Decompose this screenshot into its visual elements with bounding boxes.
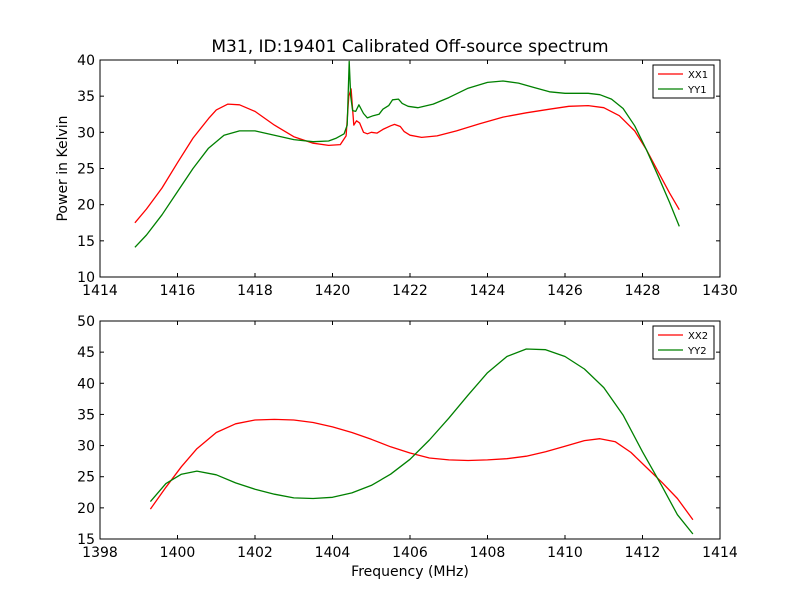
y-tick-label: 30 bbox=[77, 439, 95, 455]
x-tick-label: 1410 bbox=[547, 545, 583, 561]
x-tick-label: 1414 bbox=[82, 283, 118, 299]
series-line-yy2 bbox=[149, 348, 694, 535]
y-tick-label: 50 bbox=[77, 314, 95, 330]
x-tick-label: 1400 bbox=[160, 545, 196, 561]
subplot-1: 1414 1416 1418 1420 1422 1424 1426 1428 1430 10 15… bbox=[55, 53, 738, 299]
legend-label-xx2: XX2 bbox=[688, 331, 708, 342]
x-tick-label: 1416 bbox=[160, 283, 196, 299]
chart-title: M31, ID:19401 Calibrated Off-source spec… bbox=[211, 37, 608, 57]
y-tick-label: 40 bbox=[77, 53, 95, 69]
y-tick-label: 20 bbox=[77, 501, 95, 517]
y-tick-label: 30 bbox=[77, 125, 95, 141]
legend-frame bbox=[652, 64, 715, 99]
legend-label-xx1: XX1 bbox=[688, 70, 708, 81]
y-tick-label: 45 bbox=[77, 345, 95, 361]
x-tick-label: 1420 bbox=[315, 283, 351, 299]
x-tick-label: 1402 bbox=[237, 545, 273, 561]
y-tick-label: 20 bbox=[77, 198, 95, 214]
x-tick-label: 1422 bbox=[392, 283, 428, 299]
x-tick-label: 1408 bbox=[470, 545, 506, 561]
x-tick-label: 1404 bbox=[315, 545, 351, 561]
x-tick-label: 1428 bbox=[625, 283, 661, 299]
series-line-yy1 bbox=[134, 60, 680, 248]
y-tick-label: 40 bbox=[77, 376, 95, 392]
series-line-xx2 bbox=[149, 418, 694, 521]
y-tick-label: 25 bbox=[77, 162, 95, 178]
subplot-2: 1398 1400 1402 1404 1406 1408 1410 1412 1414 15 20… bbox=[77, 314, 738, 580]
series-line-xx1 bbox=[134, 88, 680, 224]
x-tick-label: 1398 bbox=[82, 545, 118, 561]
x-tick-label: 1418 bbox=[237, 283, 273, 299]
x-tick-label: 1412 bbox=[625, 545, 661, 561]
x-tick-label: 1406 bbox=[392, 545, 428, 561]
x-tick-label: 1424 bbox=[470, 283, 506, 299]
y-tick-label: 25 bbox=[77, 470, 95, 486]
y-tick-label: 15 bbox=[77, 234, 95, 250]
legend-label-yy1: YY1 bbox=[687, 85, 707, 96]
legend-label-yy2: YY2 bbox=[687, 346, 707, 357]
axes-frame bbox=[99, 320, 721, 540]
x-tick-label: 1414 bbox=[702, 545, 738, 561]
y-tick-label: 10 bbox=[77, 270, 95, 286]
legend-frame bbox=[652, 325, 715, 360]
x-axis-label: Frequency (MHz) bbox=[351, 564, 469, 580]
y-tick-label: 35 bbox=[77, 407, 95, 423]
y-axis-label: Power in Kelvin bbox=[55, 115, 71, 221]
x-tick-label: 1426 bbox=[547, 283, 583, 299]
y-tick-label: 35 bbox=[77, 89, 95, 105]
x-tick-label: 1430 bbox=[702, 283, 738, 299]
y-tick-label: 15 bbox=[77, 532, 95, 548]
